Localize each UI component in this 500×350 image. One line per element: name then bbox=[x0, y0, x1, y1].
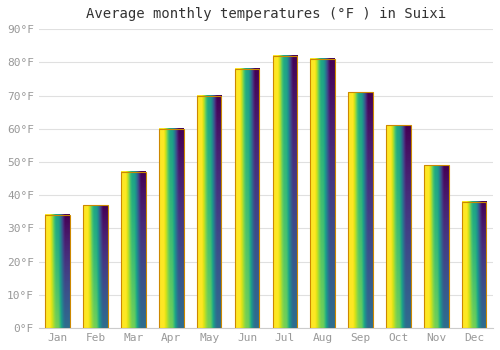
Bar bbox=[84, 205, 108, 328]
Bar bbox=[462, 202, 486, 328]
Bar bbox=[272, 56, 297, 328]
Bar bbox=[234, 69, 260, 328]
Bar bbox=[121, 172, 146, 328]
Bar bbox=[197, 96, 222, 328]
Bar bbox=[424, 165, 448, 328]
Bar bbox=[159, 129, 184, 328]
Title: Average monthly temperatures (°F ) in Suixi: Average monthly temperatures (°F ) in Su… bbox=[86, 7, 446, 21]
Bar bbox=[386, 125, 410, 328]
Bar bbox=[348, 92, 373, 328]
Bar bbox=[46, 215, 70, 328]
Bar bbox=[310, 59, 335, 328]
